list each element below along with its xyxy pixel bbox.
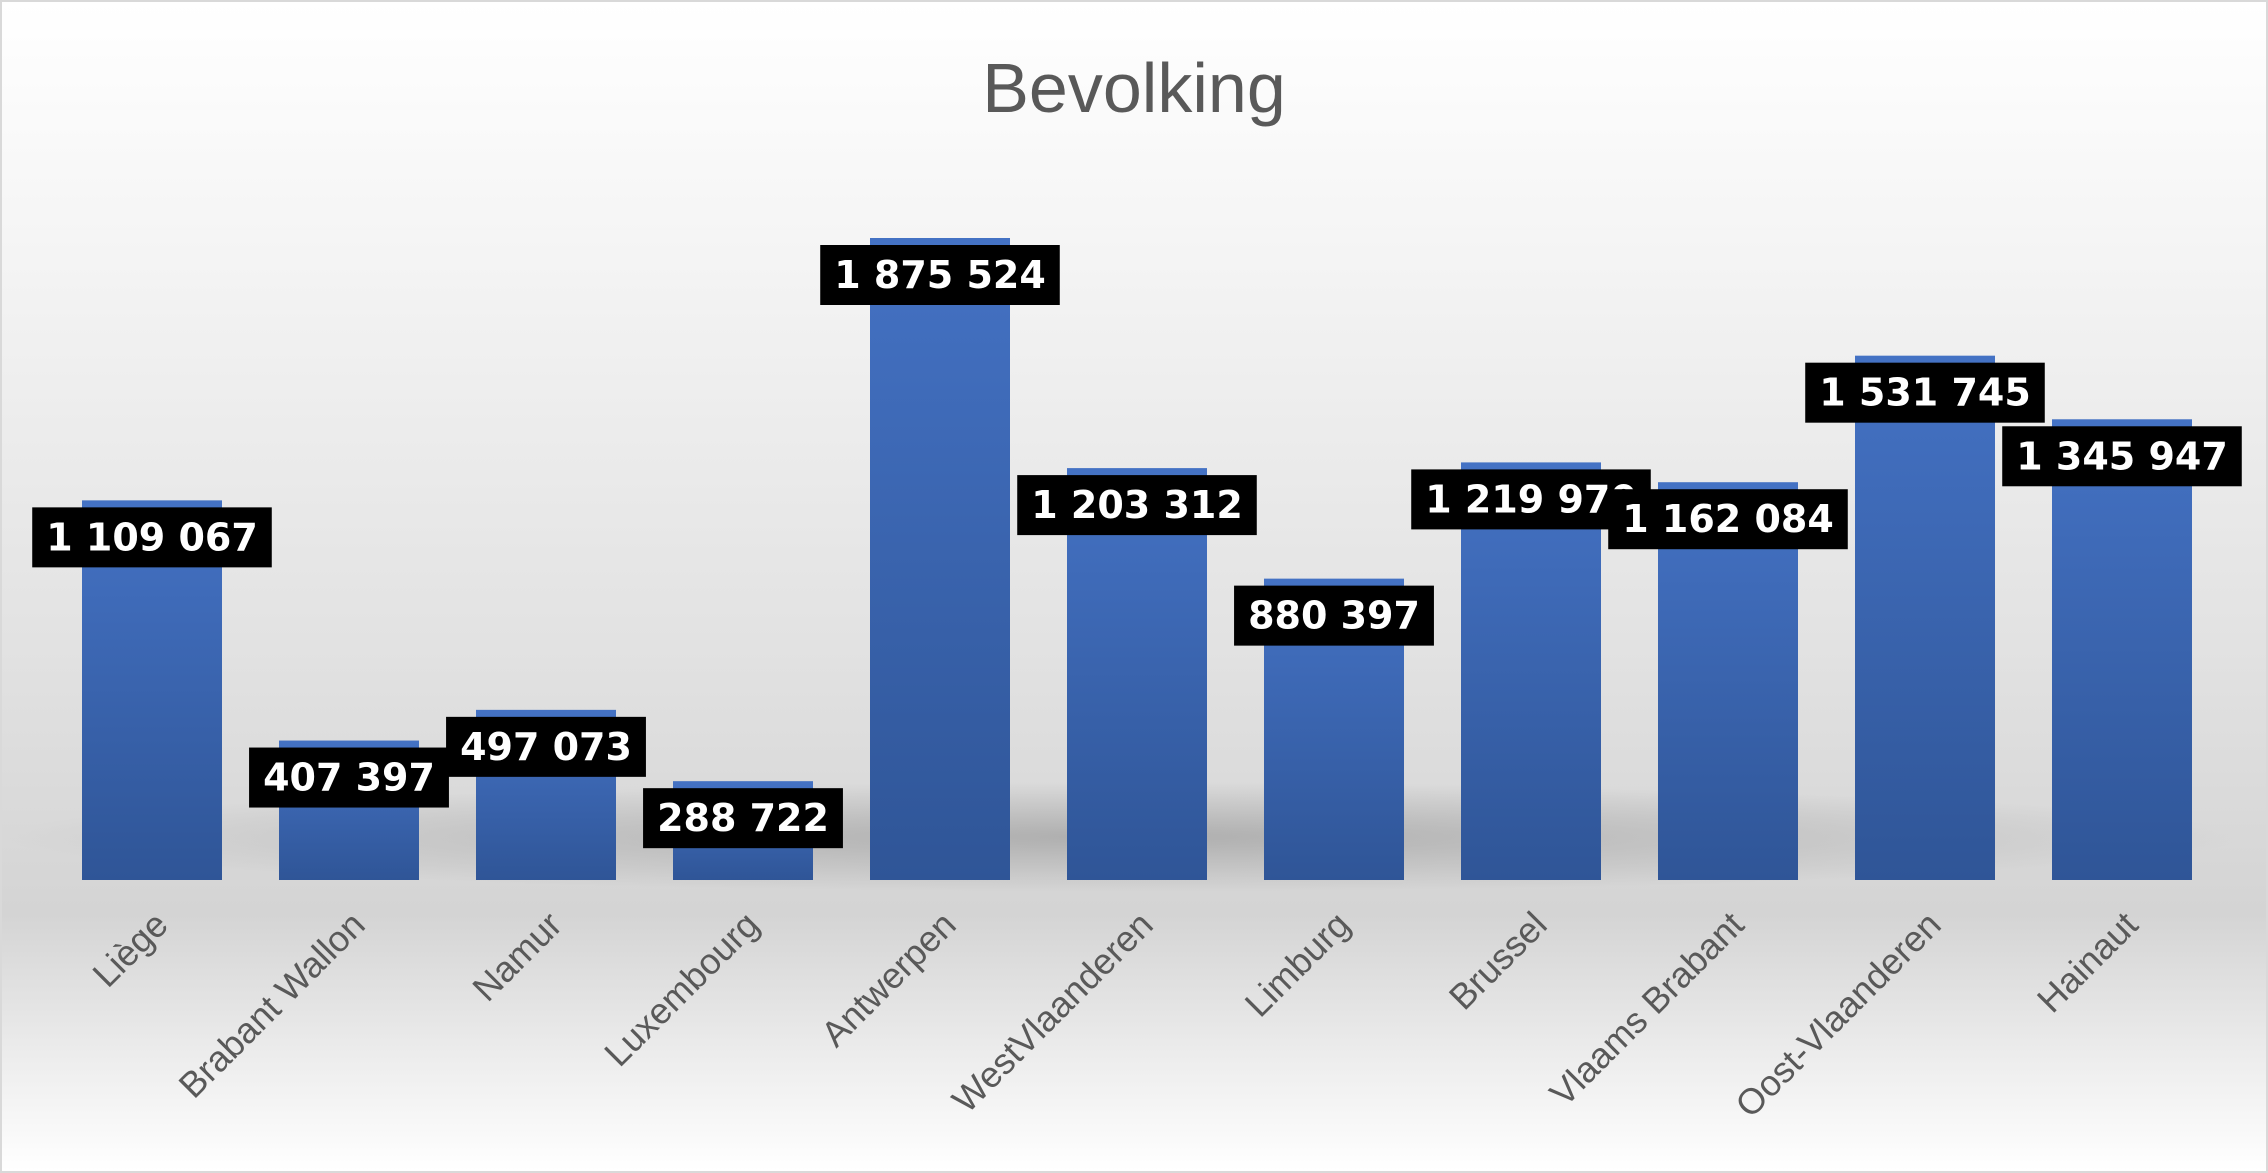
data-label-box-8	[1608, 489, 1848, 550]
category-label-2: Namur	[464, 904, 569, 1009]
data-label-text-10: 1 345 947	[2016, 434, 2228, 478]
bar-4	[870, 238, 1010, 880]
bar-10	[2052, 419, 2192, 880]
bar-9	[1855, 355, 1995, 881]
data-label-text-2: 497 073	[460, 725, 632, 769]
data-label-box-2	[446, 716, 646, 777]
data-label-box-5	[1017, 475, 1257, 536]
category-label-7: Brussel	[1441, 904, 1555, 1018]
data-label-box-1	[249, 747, 449, 808]
data-label-text-7: 1 219 970	[1425, 477, 1637, 521]
data-label-text-3: 288 722	[657, 796, 829, 840]
data-label-10: 1 345 947	[2002, 426, 2242, 487]
data-label-text-8: 1 162 084	[1622, 497, 1834, 541]
category-label-10: Hainaut	[2029, 904, 2146, 1021]
data-label-box-3	[643, 788, 843, 849]
bar-7	[1461, 462, 1601, 880]
data-label-text-9: 1 531 745	[1819, 371, 2031, 415]
data-label-1: 407 397	[249, 747, 449, 808]
category-label-3: Luxembourg	[596, 904, 767, 1075]
category-label-6: Limburg	[1237, 904, 1358, 1025]
data-label-6: 880 397	[1234, 585, 1434, 646]
data-label-4: 1 875 524	[820, 245, 1060, 305]
data-label-9: 1 531 745	[1805, 362, 2045, 423]
category-label-8: Vlaams Brabant	[1542, 904, 1752, 1114]
category-label-0: Liège	[84, 904, 175, 995]
data-label-8: 1 162 084	[1608, 489, 1848, 550]
bar-5	[1067, 468, 1207, 880]
data-label-box-4	[820, 245, 1060, 305]
data-label-5: 1 203 312	[1017, 475, 1257, 536]
data-label-box-6	[1234, 585, 1434, 646]
data-labels-group: 1 109 067 407 397 497 073 288 722 1 875 524 1…	[32, 245, 2242, 849]
data-label-text-6: 880 397	[1248, 594, 1420, 638]
data-label-box-10	[2002, 426, 2242, 487]
data-label-box-9	[1805, 362, 2045, 423]
data-label-3: 288 722	[643, 788, 843, 849]
data-label-text-1: 407 397	[263, 756, 435, 800]
data-label-2: 497 073	[446, 716, 646, 777]
category-label-4: Antwerpen	[813, 904, 964, 1055]
chart-title: Bevolking	[982, 49, 1286, 127]
data-label-text-0: 1 109 067	[46, 515, 258, 559]
category-label-5: WestVlaanderen	[944, 904, 1161, 1121]
data-label-0: 1 109 067	[32, 507, 272, 568]
data-label-text-5: 1 203 312	[1031, 483, 1243, 527]
category-label-1: Brabant Wallon	[171, 904, 373, 1106]
category-label-9: Oost-Vlaanderen	[1727, 904, 1948, 1125]
data-label-text-4: 1 875 524	[834, 253, 1046, 297]
data-label-box-0	[32, 507, 272, 568]
